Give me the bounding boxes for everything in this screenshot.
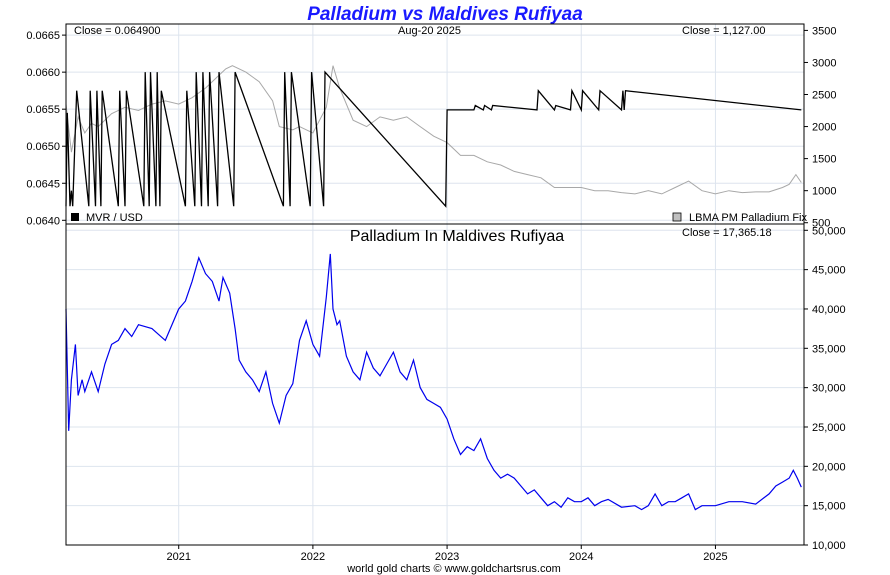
top-panel: Close = 0.064900 Aug-20 2025 Close = 1,1… <box>26 23 836 230</box>
top-right-tick-label: 3000 <box>812 57 836 69</box>
bottom-right-tick-label: 45,000 <box>812 265 846 277</box>
top-left-tick-label: 0.0655 <box>26 104 60 116</box>
mvr-legend-swatch <box>71 213 79 221</box>
footer-credit: world gold charts © www.goldchartsrus.co… <box>346 563 561 575</box>
top-grid <box>66 24 804 224</box>
bottom-right-tick-label: 40,000 <box>812 304 846 316</box>
top-right-close: Close = 1,127.00 <box>682 25 765 37</box>
x-tick-label: 2023 <box>435 551 459 563</box>
x-tick-label: 2021 <box>166 551 190 563</box>
bottom-panel: Palladium In Maldives Rufiyaa Close = 17… <box>65 223 846 563</box>
bottom-right-tick-label: 35,000 <box>812 343 846 355</box>
top-right-tick-label: 3500 <box>812 25 836 37</box>
top-right-tick-label: 2500 <box>812 90 836 102</box>
mvr-legend-label: MVR / USD <box>86 212 143 224</box>
bottom-right-tick-label: 15,000 <box>812 501 846 513</box>
palladium-legend-label: LBMA PM Palladium Fix <box>689 212 807 224</box>
bottom-right-tick-label: 10,000 <box>812 540 846 552</box>
top-left-tick-label: 0.0645 <box>26 178 60 190</box>
mvr-usd-line <box>65 70 802 208</box>
top-left-axis: 0.0640 0.0645 0.0650 0.0655 0.0660 0.0665 <box>26 30 66 227</box>
bottom-right-tick-label: 30,000 <box>812 383 846 395</box>
x-tick-label: 2025 <box>703 551 727 563</box>
x-axis: 2021 2022 2023 2024 2025 <box>166 545 728 563</box>
palladium-mvr-line <box>65 253 802 511</box>
top-right-tick-label: 500 <box>812 218 830 230</box>
bottom-right-tick-label: 50,000 <box>812 225 846 237</box>
bottom-title: Palladium In Maldives Rufiyaa <box>350 228 564 245</box>
top-right-tick-label: 1500 <box>812 154 836 166</box>
top-right-tick-label: 1000 <box>812 186 836 198</box>
chart-title: Palladium vs Maldives Rufiyaa <box>307 4 583 25</box>
bottom-right-axis: 10,000 15,000 20,000 25,000 30,000 35,000 40,0… <box>804 225 846 552</box>
x-tick-label: 2024 <box>569 551 593 563</box>
top-left-tick-label: 0.0665 <box>26 30 60 42</box>
top-date: Aug-20 2025 <box>398 25 461 37</box>
top-left-close: Close = 0.064900 <box>74 25 161 37</box>
top-right-tick-label: 2000 <box>812 122 836 134</box>
bottom-grid <box>66 224 804 546</box>
bottom-plot-frame <box>65 223 805 546</box>
palladium-legend-swatch <box>672 212 682 222</box>
bottom-right-close: Close = 17,365.18 <box>682 227 772 239</box>
bottom-right-tick-label: 20,000 <box>812 461 846 473</box>
top-left-tick-label: 0.0660 <box>26 67 60 79</box>
palladium-fix-line <box>65 65 802 195</box>
top-left-tick-label: 0.0640 <box>26 215 60 227</box>
bottom-right-tick-label: 25,000 <box>812 422 846 434</box>
top-right-axis: 500 1000 1500 2000 2500 3000 3500 <box>804 25 836 230</box>
top-left-tick-label: 0.0650 <box>26 141 60 153</box>
x-tick-label: 2022 <box>301 551 325 563</box>
